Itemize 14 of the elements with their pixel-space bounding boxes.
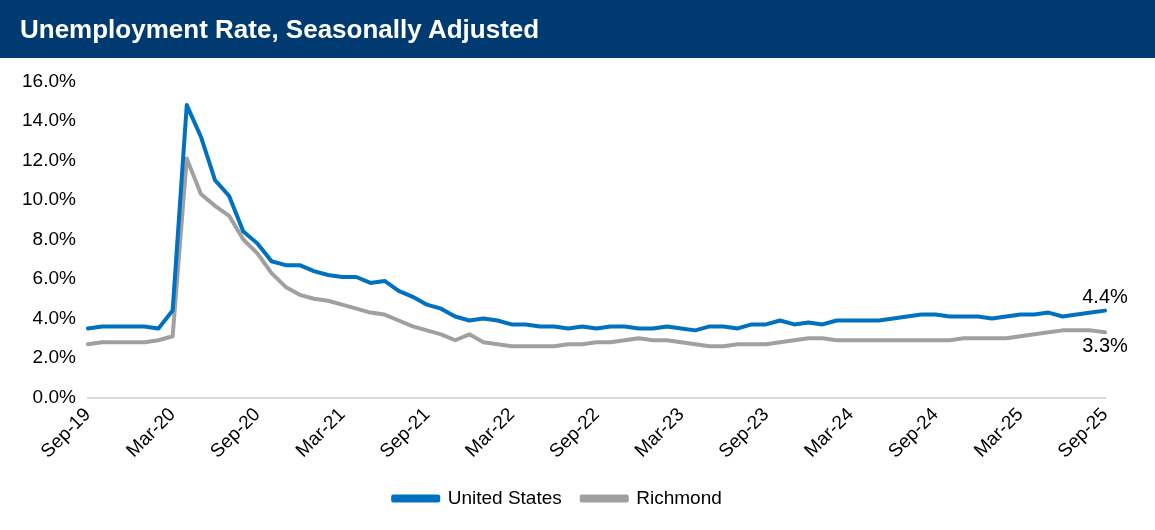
y-tick-label: 10.0%: [22, 188, 76, 210]
legend-label: Richmond: [636, 486, 722, 508]
data-label: 4.4%: [1082, 285, 1129, 308]
y-tick-label: 0.0%: [32, 385, 76, 407]
y-tick-label: 4.0%: [32, 306, 76, 328]
y-tick-label: 16.0%: [22, 69, 76, 91]
chart-title: Unemployment Rate, Seasonally Adjusted: [0, 0, 1155, 58]
y-tick-label: 14.0%: [22, 109, 76, 131]
y-tick-label: 2.0%: [32, 346, 76, 368]
data-label: 3.3%: [1082, 333, 1129, 356]
y-tick-label: 8.0%: [32, 227, 76, 249]
y-tick-label: 12.0%: [22, 148, 76, 170]
legend-label: United States: [447, 486, 562, 508]
y-tick-label: 6.0%: [32, 267, 76, 289]
